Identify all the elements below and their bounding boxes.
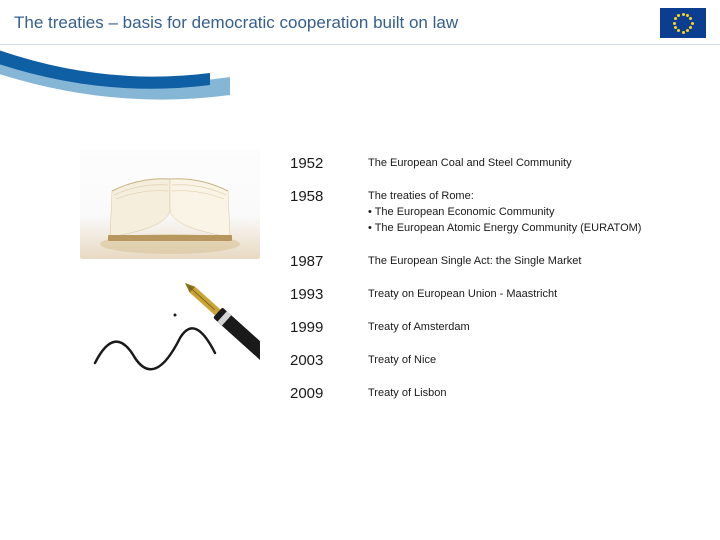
timeline-year: 2009 <box>290 385 344 402</box>
timeline-year: 1952 <box>290 155 344 172</box>
fountain-pen-image <box>80 263 260 393</box>
timeline-row: 2009 Treaty of Lisbon <box>290 385 690 402</box>
timeline-desc: The European Coal and Steel Community <box>368 155 572 172</box>
timeline-desc: Treaty of Amsterdam <box>368 319 470 336</box>
timeline-year: 1999 <box>290 319 344 336</box>
timeline-year: 1987 <box>290 253 344 270</box>
slide-header: The treaties – basis for democratic coop… <box>0 0 720 45</box>
timeline-row: 1993 Treaty on European Union - Maastric… <box>290 286 690 303</box>
timeline-desc: Treaty on European Union - Maastricht <box>368 286 557 303</box>
timeline-row: 2003 Treaty of Nice <box>290 352 690 369</box>
timeline-desc: The treaties of Rome:• The European Econ… <box>368 188 641 237</box>
timeline-year: 2003 <box>290 352 344 369</box>
timeline-year: 1958 <box>290 188 344 205</box>
timeline-desc: The European Single Act: the Single Mark… <box>368 253 581 270</box>
timeline-desc: Treaty of Lisbon <box>368 385 446 402</box>
timeline-desc: Treaty of Nice <box>368 352 436 369</box>
slide-title: The treaties – basis for democratic coop… <box>14 13 458 33</box>
decorative-curve <box>0 45 720 109</box>
timeline-table: 1952 The European Coal and Steel Communi… <box>290 149 690 418</box>
timeline-row: 1999 Treaty of Amsterdam <box>290 319 690 336</box>
image-column <box>80 149 260 418</box>
eu-flag-icon <box>660 8 706 38</box>
open-book-image <box>80 149 260 259</box>
timeline-row: 1952 The European Coal and Steel Communi… <box>290 155 690 172</box>
timeline-row: 1987 The European Single Act: the Single… <box>290 253 690 270</box>
timeline-row: 1958 The treaties of Rome:• The European… <box>290 188 690 237</box>
content-area: 1952 The European Coal and Steel Communi… <box>0 109 720 418</box>
eu-flag-stars <box>660 8 706 38</box>
timeline-year: 1993 <box>290 286 344 303</box>
